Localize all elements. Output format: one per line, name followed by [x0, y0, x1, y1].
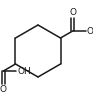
Text: O: O [0, 85, 7, 94]
Text: OH: OH [17, 67, 31, 75]
Text: OH: OH [86, 26, 93, 36]
Text: O: O [69, 8, 76, 17]
